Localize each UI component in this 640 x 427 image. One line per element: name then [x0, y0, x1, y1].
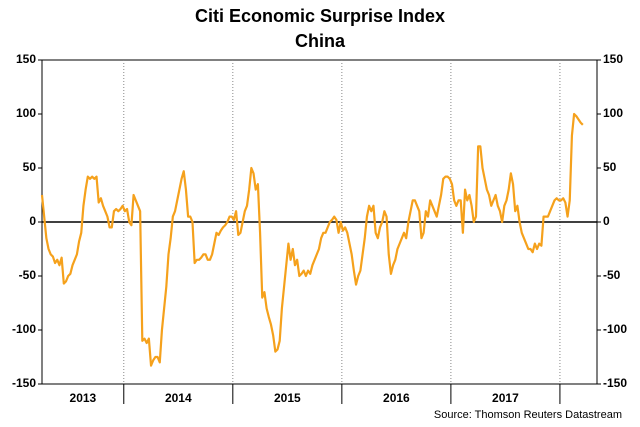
y-tick-label: -150: [12, 376, 36, 390]
chart-subtitle: China: [295, 31, 346, 51]
x-tick-label: 2016: [383, 391, 410, 405]
y2-tick-label: 0: [603, 214, 610, 228]
y2-tick-label: 100: [603, 106, 623, 120]
y2-tick-label: -50: [603, 268, 621, 282]
series-line: [40, 112, 584, 367]
y2-tick-label: -150: [603, 376, 627, 390]
y-tick-label: 150: [16, 52, 36, 66]
y-tick-label: 50: [23, 160, 37, 174]
y2-tick-label: -100: [603, 322, 627, 336]
y-tick-label: 0: [29, 214, 36, 228]
x-tick-label: 2013: [70, 391, 97, 405]
x-tick-label: 2014: [165, 391, 192, 405]
y2-tick-label: 50: [603, 160, 617, 174]
x-tick-label: 2015: [274, 391, 301, 405]
y-tick-label: 100: [16, 106, 36, 120]
source-note: Source: Thomson Reuters Datastream: [434, 409, 622, 421]
x-tick-label: 2017: [492, 391, 519, 405]
y-tick-label: -100: [12, 322, 36, 336]
y-tick-label: -50: [19, 268, 37, 282]
y2-tick-label: 150: [603, 52, 623, 66]
chart-title: Citi Economic Surprise Index: [195, 6, 445, 26]
